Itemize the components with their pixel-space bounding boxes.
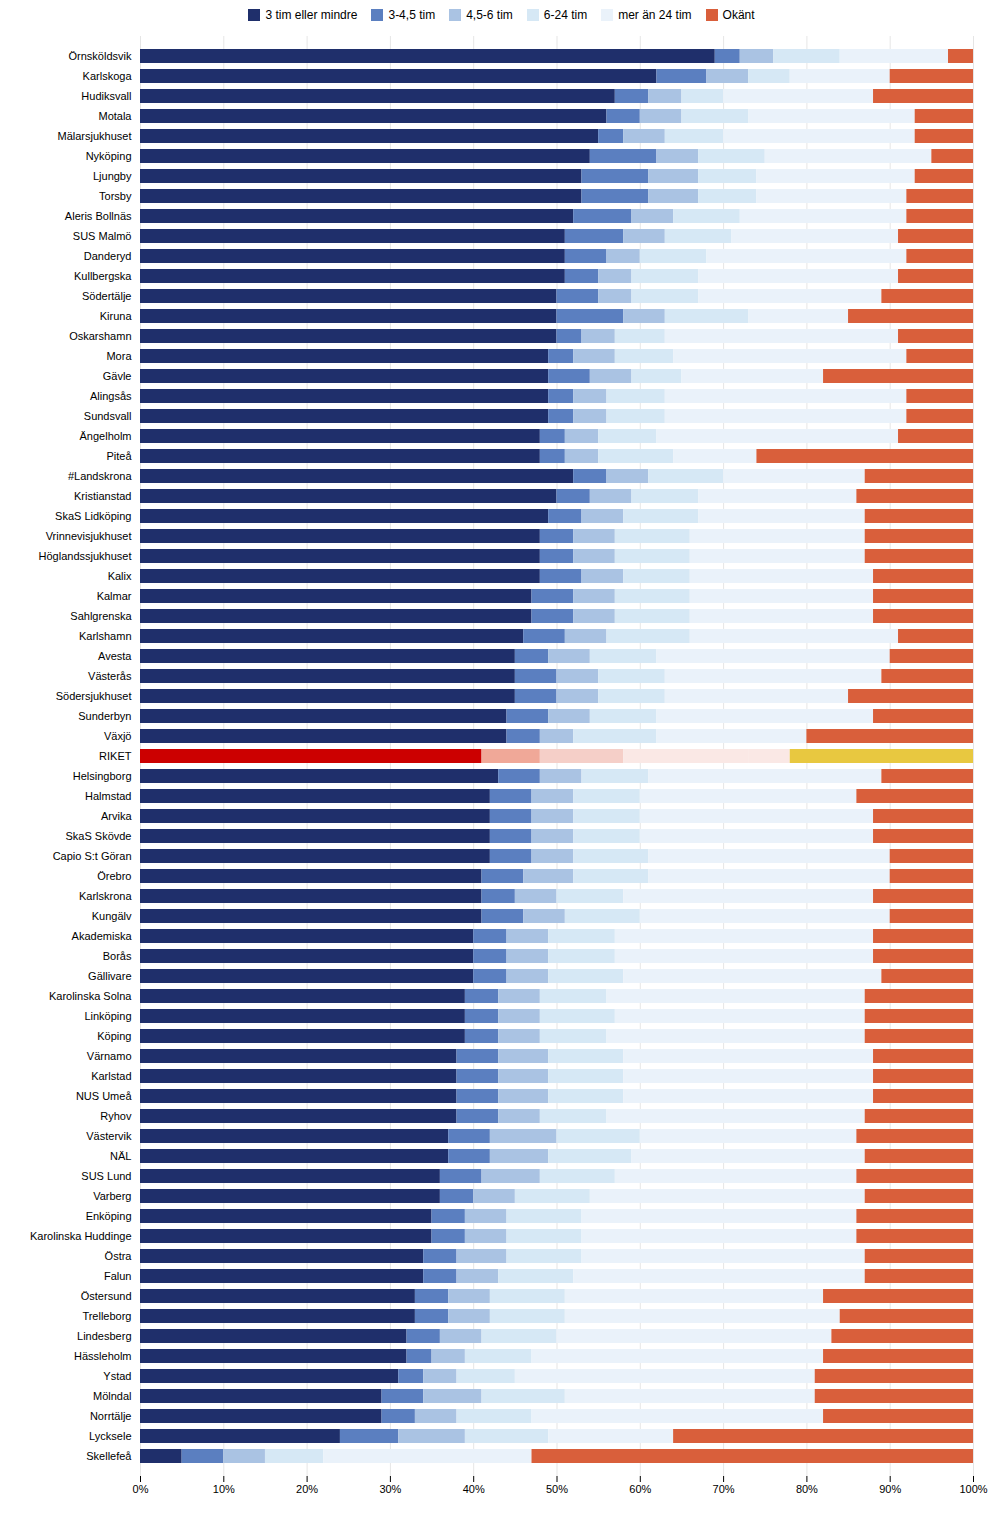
svg-text:0%: 0% xyxy=(133,1483,149,1495)
svg-text:Karlskoga: Karlskoga xyxy=(83,70,133,82)
svg-text:Karolinska Huddinge: Karolinska Huddinge xyxy=(30,1230,132,1242)
svg-text:Varberg: Varberg xyxy=(93,1190,131,1202)
svg-text:Akademiska: Akademiska xyxy=(72,930,133,942)
svg-text:90%: 90% xyxy=(879,1483,901,1495)
svg-text:30%: 30% xyxy=(379,1483,401,1495)
svg-text:Nyköping: Nyköping xyxy=(86,150,132,162)
svg-text:SkaS Lidköping: SkaS Lidköping xyxy=(55,510,131,522)
svg-text:Mölndal: Mölndal xyxy=(93,1390,132,1402)
svg-text:Västerås: Västerås xyxy=(88,670,132,682)
svg-text:NÄL: NÄL xyxy=(110,1150,131,1162)
svg-text:Kristianstad: Kristianstad xyxy=(74,490,131,502)
svg-text:Karlstad: Karlstad xyxy=(91,1070,131,1082)
svg-text:Ryhov: Ryhov xyxy=(100,1110,132,1122)
svg-text:RIKET: RIKET xyxy=(99,750,132,762)
svg-text:#Landskrona: #Landskrona xyxy=(68,470,132,482)
svg-text:Trelleborg: Trelleborg xyxy=(82,1310,131,1322)
svg-text:Aleris Bollnäs: Aleris Bollnäs xyxy=(65,210,132,222)
svg-text:Kullbergska: Kullbergska xyxy=(74,270,132,282)
svg-text:60%: 60% xyxy=(629,1483,651,1495)
svg-text:Alingsås: Alingsås xyxy=(90,390,132,402)
svg-text:Motala: Motala xyxy=(98,110,132,122)
svg-text:Danderyd: Danderyd xyxy=(84,250,132,262)
svg-text:Lycksele: Lycksele xyxy=(89,1430,131,1442)
svg-text:Ystad: Ystad xyxy=(103,1370,131,1382)
svg-text:SUS Malmö: SUS Malmö xyxy=(73,230,132,242)
svg-text:Kungälv: Kungälv xyxy=(92,910,132,922)
svg-text:Sundsvall: Sundsvall xyxy=(84,410,132,422)
svg-text:40%: 40% xyxy=(463,1483,485,1495)
svg-text:Södertälje: Södertälje xyxy=(82,290,132,302)
svg-text:Karolinska Solna: Karolinska Solna xyxy=(49,990,132,1002)
svg-text:Karlskrona: Karlskrona xyxy=(79,890,132,902)
svg-text:Ljungby: Ljungby xyxy=(93,170,132,182)
svg-text:100%: 100% xyxy=(959,1483,987,1495)
svg-text:Ängelholm: Ängelholm xyxy=(80,430,132,442)
svg-text:Falun: Falun xyxy=(104,1270,132,1282)
svg-text:Enköping: Enköping xyxy=(86,1210,132,1222)
svg-text:NUS Umeå: NUS Umeå xyxy=(76,1090,133,1102)
svg-text:Capio S:t Göran: Capio S:t Göran xyxy=(53,850,132,862)
svg-text:Karlshamn: Karlshamn xyxy=(79,630,132,642)
svg-text:80%: 80% xyxy=(796,1483,818,1495)
svg-text:Torsby: Torsby xyxy=(99,190,132,202)
svg-text:Helsingborg: Helsingborg xyxy=(73,770,132,782)
svg-text:Arvika: Arvika xyxy=(101,810,132,822)
svg-text:Gävle: Gävle xyxy=(103,370,132,382)
svg-text:Norrtälje: Norrtälje xyxy=(90,1410,132,1422)
svg-text:Östersund: Östersund xyxy=(81,1290,132,1302)
svg-text:Avesta: Avesta xyxy=(98,650,132,662)
html-text:3-4,5 tim: 3-4,5 tim xyxy=(388,8,436,22)
html-text:Okänt: Okänt xyxy=(722,8,755,22)
svg-text:Mora: Mora xyxy=(106,350,132,362)
svg-text:50%: 50% xyxy=(546,1483,568,1495)
svg-text:Sunderbyn: Sunderbyn xyxy=(78,710,131,722)
svg-text:Höglandssjukhuset: Höglandssjukhuset xyxy=(39,550,132,562)
svg-text:Köping: Köping xyxy=(97,1030,131,1042)
html-text:mer än 24 tim: mer än 24 tim xyxy=(618,8,692,22)
html-text:4,5-6 tim: 4,5-6 tim xyxy=(466,8,513,22)
svg-text:Halmstad: Halmstad xyxy=(85,790,131,802)
svg-text:Borås: Borås xyxy=(103,950,132,962)
svg-text:Västervik: Västervik xyxy=(86,1130,132,1142)
html-text:6-24 tim: 6-24 tim xyxy=(543,8,588,22)
svg-text:Lindesberg: Lindesberg xyxy=(77,1330,131,1342)
svg-text:Skellefeå: Skellefeå xyxy=(86,1450,132,1462)
svg-text:SUS Lund: SUS Lund xyxy=(81,1170,131,1182)
svg-text:Hässleholm: Hässleholm xyxy=(74,1350,131,1362)
svg-text:SkaS Skövde: SkaS Skövde xyxy=(65,830,131,842)
svg-text:Kalmar: Kalmar xyxy=(97,590,132,602)
svg-text:Södersjukhuset: Södersjukhuset xyxy=(56,690,132,702)
svg-text:Gällivare: Gällivare xyxy=(88,970,131,982)
svg-text:Hudiksvall: Hudiksvall xyxy=(81,90,131,102)
svg-text:10%: 10% xyxy=(213,1483,235,1495)
svg-text:Linköping: Linköping xyxy=(84,1010,131,1022)
svg-text:20%: 20% xyxy=(296,1483,318,1495)
svg-text:Östra: Östra xyxy=(105,1250,133,1262)
svg-text:Växjö: Växjö xyxy=(104,730,132,742)
svg-text:Örebro: Örebro xyxy=(97,870,131,882)
svg-text:Sahlgrenska: Sahlgrenska xyxy=(70,610,132,622)
svg-text:70%: 70% xyxy=(713,1483,735,1495)
svg-text:Örnsköldsvik: Örnsköldsvik xyxy=(69,50,132,62)
svg-text:Mälarsjukhuset: Mälarsjukhuset xyxy=(58,130,132,142)
svg-text:Värnamo: Värnamo xyxy=(87,1050,132,1062)
html-text:3 tim eller mindre: 3 tim eller mindre xyxy=(265,8,358,22)
svg-text:Piteå: Piteå xyxy=(106,450,132,462)
svg-text:Kiruna: Kiruna xyxy=(100,310,133,322)
svg-text:Vrinnevisjukhuset: Vrinnevisjukhuset xyxy=(46,530,132,542)
svg-text:Kalix: Kalix xyxy=(108,570,132,582)
svg-text:Oskarshamn: Oskarshamn xyxy=(69,330,131,342)
